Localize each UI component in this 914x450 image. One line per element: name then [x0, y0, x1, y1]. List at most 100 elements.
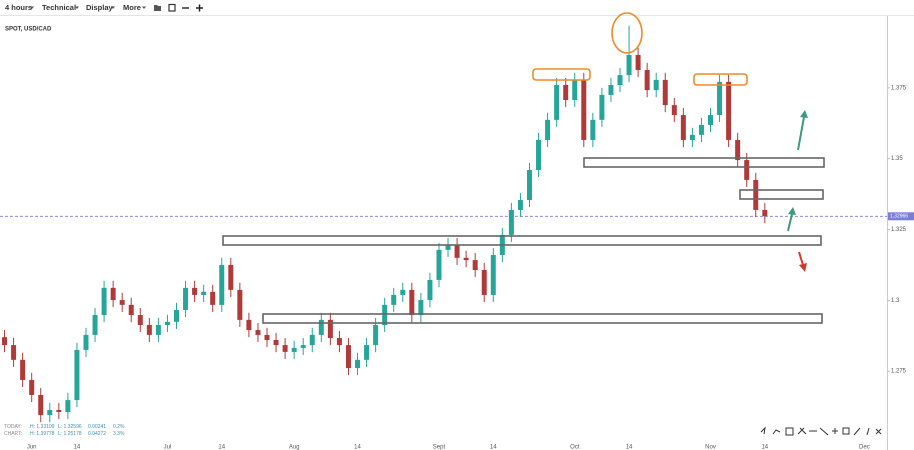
tool[interactable]	[785, 427, 794, 436]
candle-body	[291, 347, 297, 352]
candle-body	[644, 69, 650, 91]
x-tick-label: Jun	[27, 445, 37, 450]
candle-body	[137, 315, 143, 325]
candle-body	[508, 209, 514, 235]
candle-body	[608, 85, 614, 95]
display-menu[interactable]: Display	[86, 3, 114, 12]
left-shoulder-mark	[532, 68, 591, 81]
down-arrow	[798, 251, 804, 266]
candle-body	[210, 291, 216, 305]
candle-body	[481, 270, 487, 295]
drawing-tools	[760, 426, 882, 436]
stats: TODAY: H: 1.33109 L: 1.32596 0.00241 0.2…	[4, 424, 125, 442]
candle-body	[201, 291, 207, 295]
tool[interactable]	[832, 428, 838, 434]
dropdown-caret	[142, 6, 146, 9]
candle-body	[726, 81, 732, 140]
candle-body	[101, 287, 107, 316]
stat-value: 0.04272	[88, 431, 106, 437]
candle-body	[318, 319, 324, 335]
candle-body	[183, 287, 189, 310]
candle-body	[173, 309, 179, 322]
tool[interactable]	[866, 427, 870, 436]
zone-rect	[739, 189, 824, 200]
stat-label: CHART:	[4, 431, 22, 437]
save-button[interactable]	[168, 3, 176, 12]
y-tick-label: 1.35	[891, 156, 903, 162]
y-tick-label: 1.325	[891, 227, 907, 233]
y-tick-label: 1.275	[891, 369, 907, 375]
candle-body	[572, 79, 578, 101]
zone-rect	[262, 313, 823, 324]
candle-body	[38, 394, 44, 416]
candle-body	[581, 79, 587, 140]
candle-body	[264, 334, 270, 340]
candle-body	[355, 359, 361, 369]
up-arrow	[787, 213, 793, 232]
candle-body	[391, 294, 397, 305]
tool[interactable]	[842, 427, 850, 435]
stat-value: 0.2%	[113, 424, 125, 430]
y-tick-label: 1.375	[891, 85, 907, 91]
candle-body	[74, 349, 80, 401]
candle-body	[11, 345, 17, 360]
x-tick-label: 14	[218, 445, 225, 450]
tool[interactable]	[797, 427, 807, 435]
candle-body	[65, 400, 71, 412]
more-menu[interactable]: More	[123, 3, 141, 12]
up-arrow	[797, 116, 805, 151]
candle-body	[617, 75, 623, 85]
candle-body	[128, 304, 134, 316]
tool[interactable]	[760, 426, 766, 435]
technical-menu[interactable]: Technical	[42, 3, 76, 12]
x-tick-label: Dec	[859, 445, 870, 450]
candle-body	[327, 319, 333, 339]
candle-body	[744, 160, 750, 180]
candle-body	[689, 134, 695, 140]
candle-body	[698, 124, 704, 135]
candle-body	[164, 321, 170, 325]
candle-body	[454, 245, 460, 258]
candle-body	[554, 85, 560, 120]
tool[interactable]	[819, 427, 829, 436]
candle-body	[282, 345, 288, 352]
candle-body	[753, 179, 759, 210]
zone-rect	[583, 157, 825, 168]
candle-body	[735, 139, 741, 161]
arrow-head	[800, 110, 808, 118]
zoom-in-button[interactable]	[196, 4, 203, 12]
candle-body	[717, 81, 723, 116]
candle-body	[92, 315, 98, 335]
x-tick-label: 14	[626, 445, 633, 450]
candle-body	[300, 345, 306, 348]
candle-body	[228, 264, 234, 290]
x-tick-label: 14	[761, 445, 768, 450]
x-tick-label: 14	[74, 445, 81, 450]
right-shoulder-mark	[693, 73, 748, 86]
y-tick-label: 1.3	[891, 298, 900, 304]
candle-body	[119, 300, 125, 305]
x-tick-label: Sept	[433, 445, 446, 450]
tool[interactable]	[853, 427, 861, 436]
candle-body	[83, 334, 89, 350]
tool[interactable]	[772, 429, 781, 435]
candle-body	[246, 319, 252, 331]
close-tools[interactable]	[875, 428, 882, 435]
arrow-head	[788, 207, 796, 215]
candle-body	[708, 115, 714, 125]
x-tick-label: Jul	[164, 445, 172, 450]
zoom-out-button[interactable]	[182, 7, 189, 9]
candle-body	[635, 54, 641, 70]
candle-body	[146, 324, 152, 335]
candle-body	[671, 105, 677, 116]
chart-stats: CHART: H: 1.39778 L: 1.25178 0.04272 3.3…	[4, 425, 125, 442]
open-button[interactable]	[154, 5, 161, 11]
candle-body	[545, 119, 551, 140]
interval-menu[interactable]: 4 hours	[5, 3, 32, 12]
candle-body	[463, 257, 469, 261]
stat-value: H: 1.33109	[30, 424, 55, 430]
candle-body	[762, 209, 768, 217]
x-tick-label: 14	[354, 445, 361, 450]
candle-body	[427, 279, 433, 301]
